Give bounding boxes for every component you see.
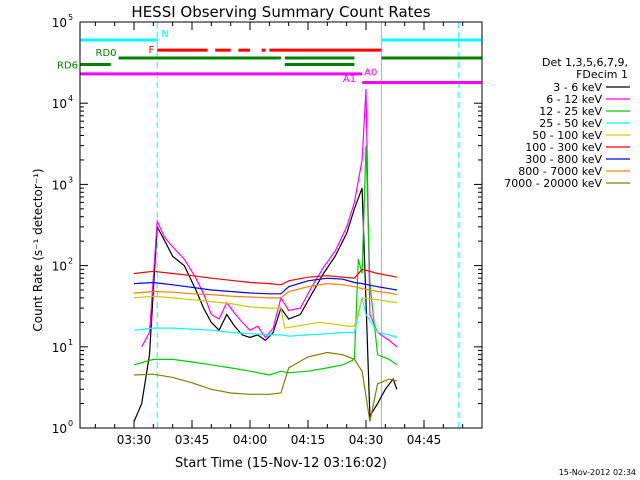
y-tick-label-exponent: 1 [68,338,73,347]
legend-label-50-100-kev: 50 - 100 keV [532,129,602,142]
y-tick-label-exponent: 3 [68,175,73,184]
legend-label-300-800-kev: 300 - 800 keV [525,153,602,166]
series-line-3-6-kev [133,187,398,422]
y-axis-label: Count Rate (s⁻¹ detector⁻¹) [31,168,45,331]
flag-label-n: N [161,29,168,40]
series-line-7000-20000-kev [133,351,398,422]
series-line-50-100-kev [133,295,397,329]
chart-title: HESSI Observing Summary Count Rates [131,3,430,21]
x-tick-label: 03:30 [117,433,152,447]
legend-label-3-6-kev: 3 - 6 keV [553,81,602,94]
flag-label-a0: A0 [364,67,377,78]
legend-label-800-7000-kev: 800 - 7000 keV [518,165,602,178]
series-line-300-800-kev [133,277,397,295]
plot-frame [79,21,483,429]
y-tick-label: 10 [52,260,67,274]
series-line-12-25-kev [133,145,398,376]
footer-timestamp: 15-Nov-2012 02:34 [559,468,636,477]
legend-label-25-50-kev: 25 - 50 keV [539,117,602,130]
y-tick-label-exponent: 2 [68,257,73,266]
x-tick-label: 04:15 [291,433,326,447]
flag-label-rd6: RD6 [57,60,78,71]
y-tick-label: 10 [52,16,67,30]
legend-label-12-25-kev: 12 - 25 keV [539,105,602,118]
series-line-800-7000-kev [133,282,398,299]
x-tick-label: 04:30 [349,433,384,447]
legend-header-line-1: Det 1,3,5,6,7,9, [542,56,628,69]
legend-label-6-12-kev: 6 - 12 keV [546,93,602,106]
legend-label-100-300-kev: 100 - 300 keV [525,141,602,154]
flag-label-f: F [148,45,154,56]
y-tick-label-exponent: 4 [68,94,73,103]
x-axis-label: Start Time (15-Nov-12 03:16:02) [175,456,387,471]
series-line-25-50-kev [133,297,398,339]
flag-label-rd0: RD0 [96,48,117,59]
legend-header-line-2: FDecim 1 [576,68,628,81]
x-tick-label: 04:00 [233,433,268,447]
x-tick-label: 03:45 [175,433,210,447]
y-tick-label: 10 [52,178,67,192]
series-line-6-12-kev [141,88,398,348]
flag-label-a1: A1 [343,74,356,85]
x-tick-label: 04:45 [407,433,442,447]
y-tick-label: 10 [52,97,67,111]
y-tick-label-exponent: 5 [68,13,73,22]
y-tick-label: 10 [52,422,67,436]
y-tick-label: 10 [52,341,67,355]
series-line-100-300-kev [133,268,398,286]
y-tick-label-exponent: 0 [68,419,73,428]
legend-label-7000-20000-kev: 7000 - 20000 keV [504,177,602,190]
